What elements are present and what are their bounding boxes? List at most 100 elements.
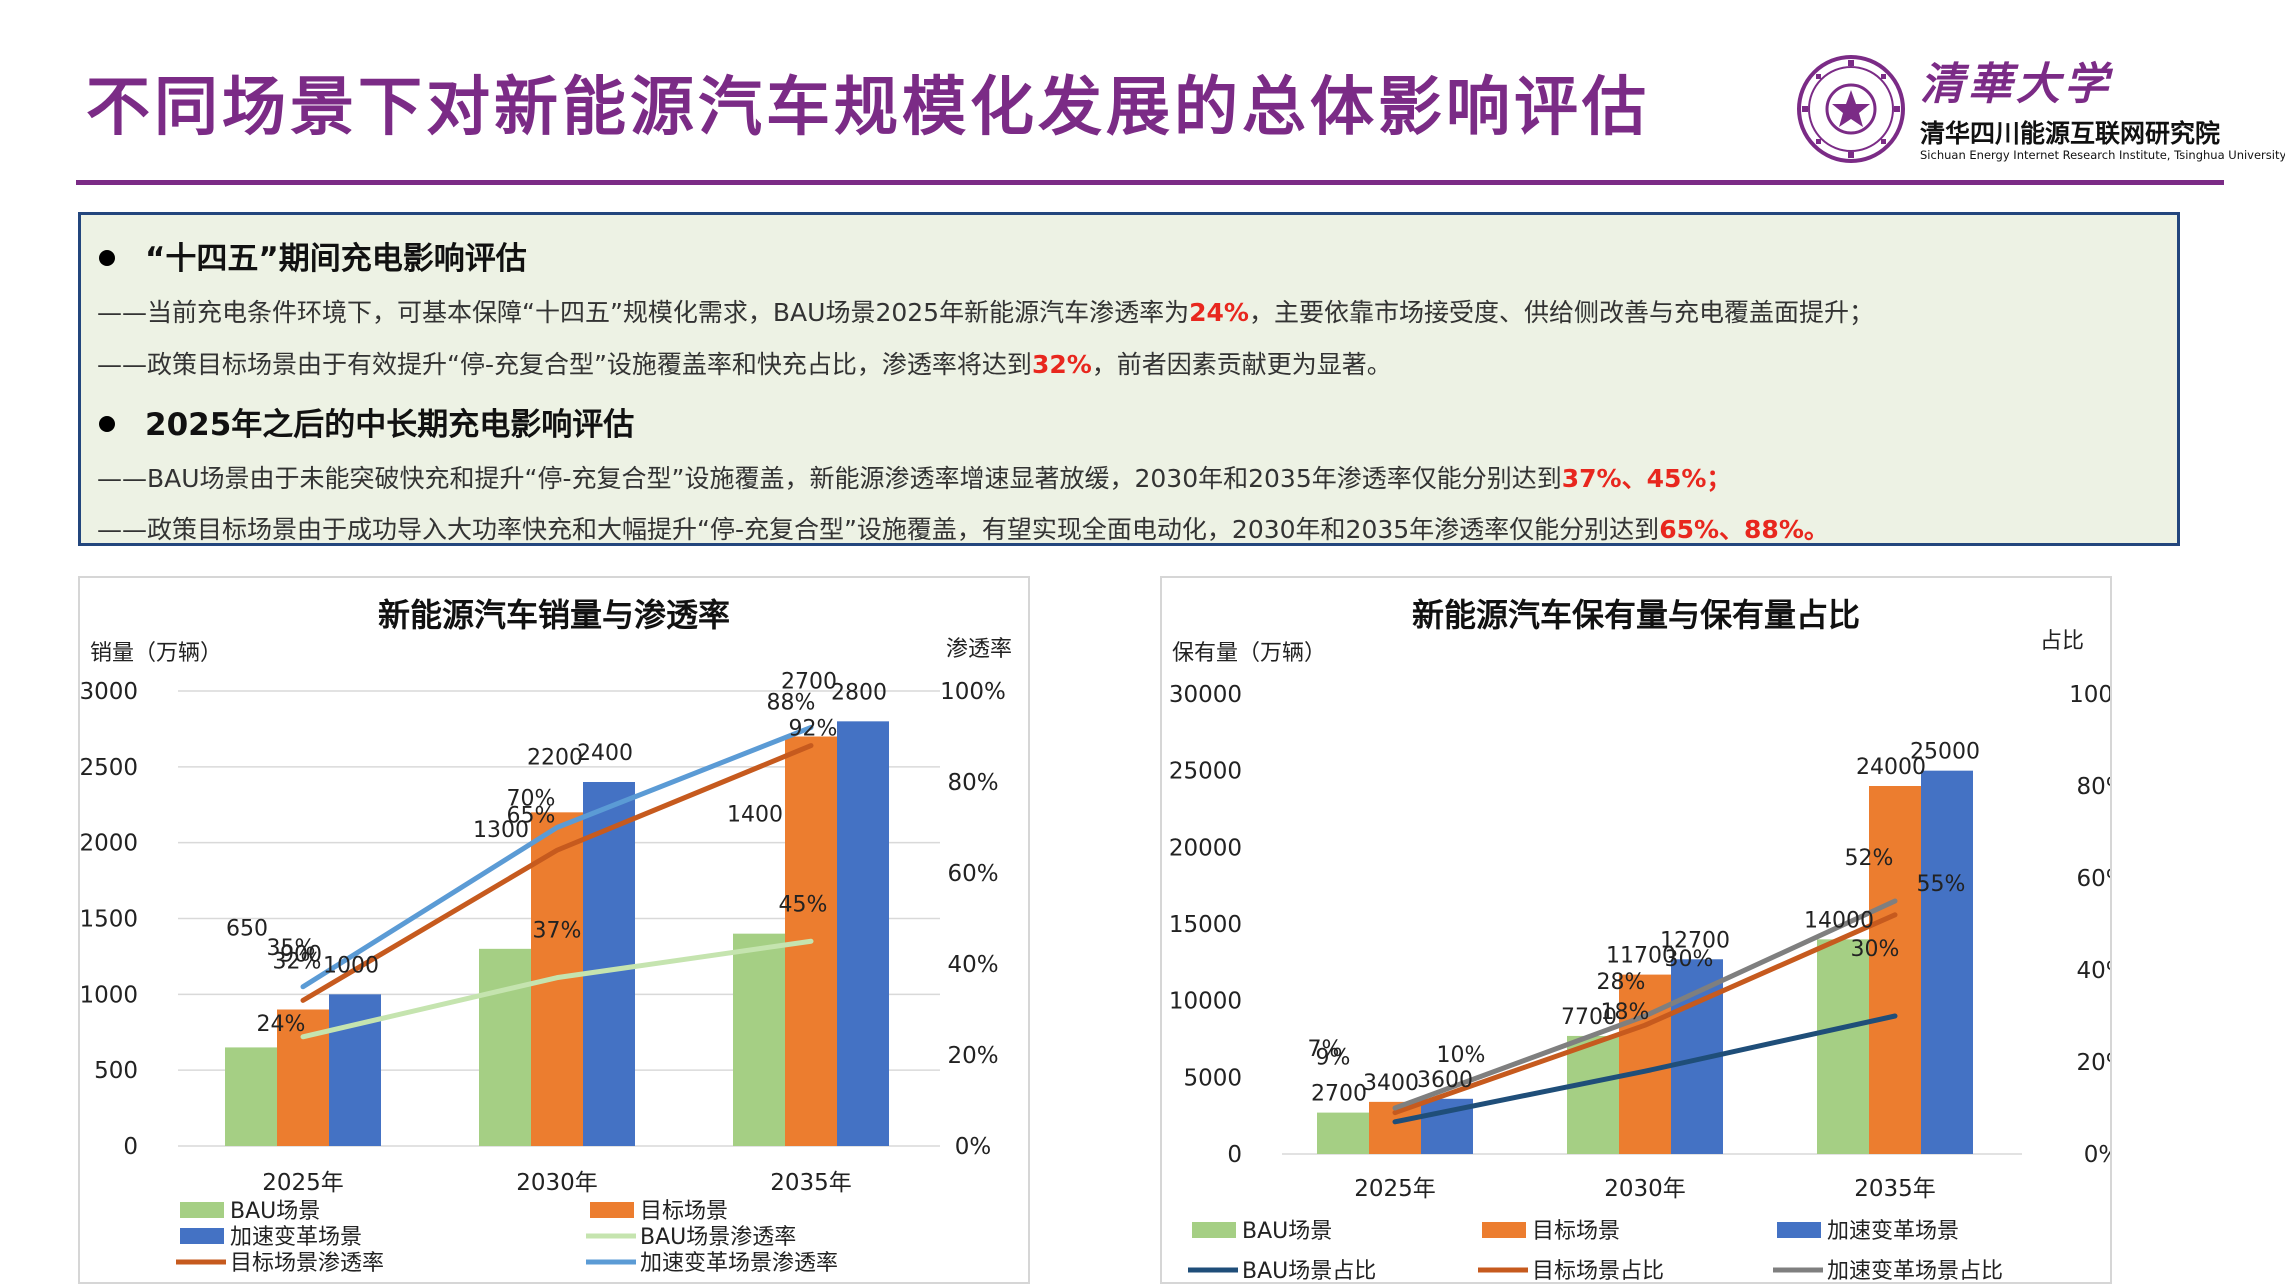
- page-title: 不同场景下对新能源汽车规模化发展的总体影响评估: [86, 71, 1650, 145]
- y-tick-label: 1000: [80, 982, 138, 1008]
- section-heading-14th-fyp: “十四五”期间充电影响评估: [99, 233, 527, 278]
- y2-tick-label: 0%: [955, 1134, 992, 1160]
- line-value-label: 28%: [1597, 970, 1646, 995]
- y-tick-label: 3000: [80, 679, 138, 705]
- highlight-value: 32%: [1031, 350, 1092, 379]
- y-axis-label: 销量（万辆）: [90, 641, 222, 666]
- bar: [583, 782, 635, 1146]
- bar-value-label: 650: [226, 916, 268, 941]
- y2-tick-label: 0%: [2084, 1142, 2110, 1168]
- section-heading-text: “十四五”期间充电影响评估: [145, 241, 527, 277]
- x-tick-label: 2035年: [770, 1170, 852, 1196]
- x-tick-label: 2025年: [262, 1170, 344, 1196]
- y-tick-label: 20000: [1169, 835, 1242, 861]
- y2-tick-label: 80%: [2076, 774, 2110, 800]
- bar-value-label: 2700: [1311, 1082, 1367, 1107]
- legend-swatch: [1482, 1222, 1526, 1238]
- summary-panel: “十四五”期间充电影响评估 ——当前充电条件环境下，可基本保障“十四五”规模化需…: [78, 212, 2180, 546]
- legend-label: BAU场景渗透率: [640, 1225, 796, 1250]
- bar: [1619, 974, 1671, 1154]
- legend-label: 加速变革场景渗透率: [640, 1251, 838, 1276]
- legend-swatch: [180, 1228, 224, 1244]
- bar: [837, 721, 889, 1146]
- legend-label: BAU场景占比: [1242, 1259, 1376, 1282]
- line-value-label: 9%: [1316, 1046, 1351, 1071]
- summary-text: ——当前充电条件环境下，可基本保障“十四五”规模化需求，BAU场景2025年新能…: [97, 298, 1190, 327]
- summary-text: ，前者因素贡献更为显著。: [1091, 350, 1392, 379]
- bar-value-label: 14000: [1804, 908, 1874, 933]
- bar-value-label: 1300: [473, 818, 529, 843]
- bar-value-label: 3400: [1363, 1071, 1419, 1096]
- y2-axis-label: 占比: [2040, 629, 2084, 654]
- y-axis-label: 保有量（万辆）: [1172, 641, 1326, 666]
- series-line: [300, 938, 814, 1040]
- line-value-label: 37%: [533, 919, 582, 944]
- chart-title: 新能源汽车销量与渗透率: [378, 596, 730, 634]
- bar-value-label: 11700: [1606, 944, 1676, 969]
- bar-value-label: 2200: [527, 745, 583, 770]
- y-tick-label: 1500: [80, 907, 138, 933]
- tsinghua-logo: 清華大学 清华四川能源互联网研究院 Sichuan Energy Interne…: [1796, 48, 2285, 168]
- title-divider: [76, 180, 2224, 185]
- legend-label: BAU场景: [1242, 1219, 1332, 1244]
- line-value-label: 35%: [267, 936, 316, 961]
- line-value-label: 52%: [1845, 846, 1894, 871]
- chart-title: 新能源汽车保有量与保有量占比: [1412, 596, 1860, 634]
- line-value-label: 7%: [1308, 1037, 1343, 1062]
- legend-swatch: [180, 1202, 224, 1218]
- series-line: [1392, 912, 1898, 1116]
- y2-axis-label: 渗透率: [946, 637, 1012, 662]
- bar: [225, 1047, 277, 1146]
- legend-swatch: [1192, 1222, 1236, 1238]
- series-line: [1392, 1013, 1898, 1125]
- y2-tick-label: 80%: [947, 770, 998, 796]
- y2-tick-label: 20%: [947, 1043, 998, 1069]
- legend-label: 目标场景: [1532, 1219, 1620, 1244]
- y-tick-label: 2500: [80, 755, 138, 781]
- legend-label: 目标场景占比: [1532, 1259, 1664, 1282]
- line-value-label: 92%: [789, 716, 838, 741]
- bar-value-label: 2700: [781, 670, 837, 695]
- y2-tick-label: 60%: [947, 861, 998, 887]
- series-line: [300, 743, 814, 1003]
- stock-chart-box: 新能源汽车保有量与保有量占比 保有量（万辆） 占比 30000 25000 20000 15…: [1160, 576, 2135, 1284]
- line-value-label: 18%: [1601, 1000, 1650, 1025]
- y-tick-label: 500: [94, 1058, 138, 1084]
- legend-label: 加速变革场景: [1827, 1219, 1959, 1244]
- summary-text: ——BAU场景由于未能突破快充和提升“停-充复合型”设施覆盖，新能源渗透率增速显…: [97, 464, 1562, 493]
- y-tick-label: 5000: [1183, 1065, 1242, 1091]
- y-tick-label: 10000: [1169, 989, 1242, 1015]
- bullet-icon: [99, 249, 115, 266]
- bar: [329, 994, 381, 1146]
- line-value-label: 32%: [273, 949, 322, 974]
- summary-line: ——当前充电条件环境下，可基本保障“十四五”规模化需求，BAU场景2025年新能…: [97, 293, 1874, 329]
- bar: [479, 948, 531, 1146]
- bar: [1817, 939, 1869, 1154]
- bullet-icon: [99, 415, 115, 432]
- bar-value-label: 2400: [577, 741, 633, 766]
- logo-chinese-name: 清華大学: [1920, 59, 2112, 110]
- x-tick-label: 2030年: [1604, 1176, 1686, 1202]
- y2-tick-label: 20%: [2076, 1050, 2110, 1076]
- y2-tick-label: 60%: [2076, 866, 2110, 892]
- legend-label: 目标场景渗透率: [230, 1251, 384, 1276]
- summary-text: ，主要依靠市场接受度、供给侧改善与充电覆盖面提升；: [1248, 298, 1874, 327]
- highlight-value: 37%、45%；: [1561, 464, 1732, 493]
- y2-tick-label: 100%: [2069, 682, 2110, 708]
- section-heading-post-2025: 2025年之后的中长期充电影响评估: [99, 399, 634, 444]
- summary-text: ——政策目标场景由于有效提升“停-充复合型”设施覆盖率和快充占比，渗透率将达到: [97, 350, 1032, 379]
- bar-value-label: 1400: [727, 803, 783, 828]
- bar: [1869, 786, 1921, 1154]
- line-value-label: 30%: [1851, 937, 1900, 962]
- logo-institute-name: 清华四川能源互联网研究院: [1920, 119, 2221, 148]
- summary-line: ——政策目标场景由于有效提升“停-充复合型”设施覆盖率和快充占比，渗透率将达到3…: [97, 345, 1392, 381]
- summary-line: ——政策目标场景由于成功导入大功率快充和大幅提升“停-充复合型”设施覆盖，有望实…: [97, 510, 1829, 546]
- line-value-label: 45%: [779, 892, 828, 917]
- highlight-value: 24%: [1189, 298, 1249, 327]
- summary-text: ——政策目标场景由于成功导入大功率快充和大幅提升“停-充复合型”设施覆盖，有望实…: [97, 515, 1660, 544]
- y2-tick-label: 100%: [940, 679, 1006, 705]
- line-value-label: 70%: [507, 787, 556, 812]
- x-tick-label: 2030年: [516, 1170, 598, 1196]
